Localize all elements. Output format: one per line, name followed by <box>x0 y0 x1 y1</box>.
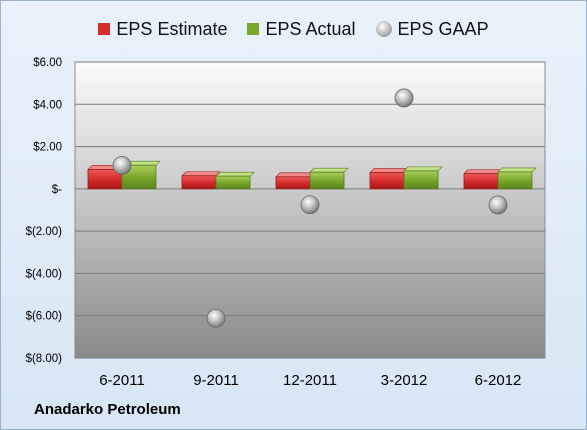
x-category-label: 3-2012 <box>381 372 428 389</box>
bar-eps-actual-top <box>215 171 255 177</box>
point-eps-gaap <box>300 195 320 215</box>
bar-eps-estimate-body <box>369 172 405 190</box>
bar-eps-actual <box>215 171 255 190</box>
y-tick-label: $(4.00) <box>26 268 63 280</box>
bar-eps-actual-body <box>497 171 533 190</box>
legend-item-actual: EPS Actual <box>247 18 356 40</box>
y-tick-label: $(2.00) <box>26 226 63 238</box>
bar-eps-estimate-top <box>275 172 315 178</box>
bar-eps-actual <box>403 166 443 190</box>
y-tick-label: $4.00 <box>33 99 62 111</box>
company-label: Anadarko Petroleum <box>34 401 181 418</box>
x-category-label: 12-2011 <box>283 372 337 389</box>
bar-eps-estimate <box>463 169 503 190</box>
chart-legend: EPS Estimate EPS Actual EPS GAAP <box>0 17 587 41</box>
bar-eps-estimate-body <box>463 173 499 190</box>
bar-eps-actual-top <box>309 167 349 173</box>
bar-eps-estimate <box>369 168 409 190</box>
point-eps-gaap <box>394 88 414 108</box>
bar-eps-actual-body <box>309 171 345 190</box>
legend-label-gaap: EPS GAAP <box>397 18 489 39</box>
x-category-label: 9-2011 <box>193 372 239 389</box>
legend-swatch-estimate <box>98 23 111 35</box>
bar-eps-actual <box>121 160 161 190</box>
y-tick-label: $(8.00) <box>26 353 63 365</box>
bar-eps-estimate-body <box>181 175 217 190</box>
y-tick-label: $6.00 <box>33 57 62 69</box>
point-eps-gaap <box>488 195 508 215</box>
bar-eps-estimate <box>275 172 315 190</box>
legend-label-actual: EPS Actual <box>265 18 356 39</box>
bar-eps-estimate-top <box>181 171 221 177</box>
y-tick-label: $2.00 <box>33 142 62 154</box>
bar-eps-estimate-body <box>275 176 311 190</box>
bar-eps-estimate-top <box>369 168 409 173</box>
bar-eps-actual-top <box>497 167 537 173</box>
x-category-label: 6-2011 <box>99 372 145 389</box>
bar-eps-actual-body <box>121 164 157 190</box>
y-tick-label: $- <box>52 184 62 196</box>
bar-eps-estimate <box>181 171 221 190</box>
legend-swatch-gaap <box>375 21 392 37</box>
x-category-label: 6-2012 <box>475 372 522 389</box>
legend-label-estimate: EPS Estimate <box>116 18 228 39</box>
bar-eps-actual <box>309 167 349 190</box>
bar-eps-actual-body <box>215 175 251 190</box>
bar-eps-actual <box>497 167 537 190</box>
point-eps-gaap <box>206 308 226 328</box>
legend-swatch-actual <box>247 23 260 35</box>
bar-eps-estimate-top <box>463 169 503 174</box>
point-eps-gaap <box>112 155 132 175</box>
legend-item-estimate: EPS Estimate <box>98 19 227 40</box>
bar-eps-actual-body <box>403 170 439 190</box>
bar-eps-actual-top <box>403 166 443 172</box>
y-tick-label: $(6.00) <box>26 311 63 323</box>
legend-item-gaap: EPS GAAP <box>375 18 489 40</box>
